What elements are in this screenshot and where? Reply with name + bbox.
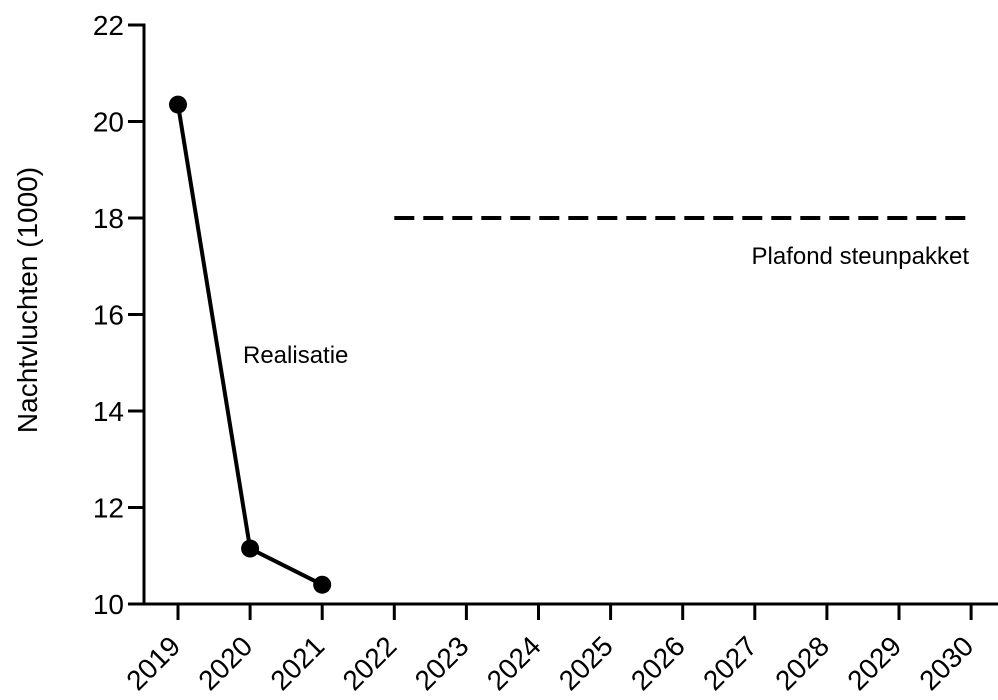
- data-point: [169, 95, 187, 114]
- annotation-realisatie: Realisatie: [243, 342, 348, 369]
- data-point: [313, 575, 332, 594]
- x-tick-label: 2024: [481, 630, 547, 696]
- y-tick-label: 18: [93, 203, 124, 234]
- x-tick-label: 2030: [913, 630, 979, 696]
- x-tick-label: 2021: [264, 630, 330, 696]
- x-tick-label: 2020: [192, 630, 258, 696]
- x-tick-label: 2022: [337, 630, 403, 696]
- y-tick-label: 22: [93, 10, 124, 41]
- data-point: [241, 539, 260, 558]
- x-tick-label: 2029: [841, 630, 907, 696]
- x-tick-label: 2028: [769, 630, 835, 696]
- y-tick-label: 20: [93, 107, 124, 138]
- x-tick-label: 2025: [553, 630, 619, 696]
- y-tick-label: 10: [93, 589, 124, 620]
- y-tick-label: 16: [93, 300, 124, 331]
- y-tick-label: 14: [93, 396, 124, 427]
- annotation-plafond-steunpakket: Plafond steunpakket: [752, 243, 970, 270]
- x-tick-label: 2027: [697, 630, 763, 696]
- y-tick-label: 12: [93, 493, 124, 524]
- x-tick-label: 2026: [625, 630, 691, 696]
- x-axis: 2019 2020 2021 2022 2023 2024 2025 2026 2027 2028…: [120, 602, 998, 696]
- series-group: [169, 95, 972, 594]
- y-axis-title: Nachtvluchten (1000): [12, 167, 43, 433]
- x-tick-label: 2019: [120, 630, 186, 696]
- y-axis: 10 12 14 16 18 20 22: [93, 10, 146, 620]
- x-tick-label: 2023: [409, 630, 475, 696]
